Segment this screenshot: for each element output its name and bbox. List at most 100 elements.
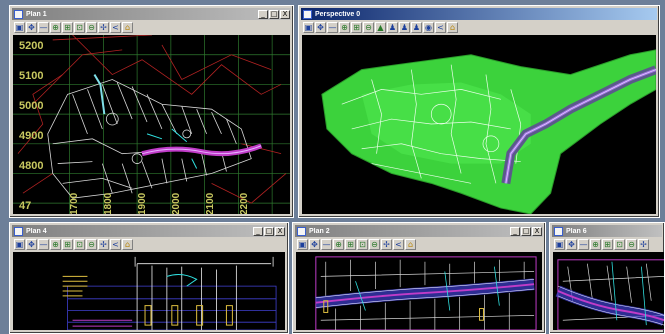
maximize-button[interactable]: □ — [521, 226, 531, 236]
plan4-drawing — [62, 256, 277, 330]
zoom-icon[interactable]: ⊕ — [590, 239, 601, 250]
x-axis-label: 1900 — [137, 192, 148, 214]
y-axis-label: 47 — [19, 200, 32, 212]
x-axis-label: 1700 — [69, 192, 80, 214]
plan2-window: Plan 2 _ □ X ▣ ✥ — ⊕ ⊞ ⊡ ⊖ ✢ < ⌂ — [292, 222, 546, 334]
zoom-window-icon[interactable]: ⊞ — [62, 239, 73, 250]
close-button[interactable]: X — [532, 226, 542, 236]
people-icon[interactable]: ♟ — [387, 22, 398, 33]
save-icon[interactable]: ▣ — [14, 239, 25, 250]
minimize-button[interactable]: _ — [510, 226, 520, 236]
perspective-title: Perspective 0 — [315, 10, 361, 18]
move-icon[interactable]: ✥ — [315, 22, 326, 33]
line-icon[interactable]: — — [327, 22, 338, 33]
zoom-icon[interactable]: ⊕ — [333, 239, 344, 250]
zoom-extent-icon[interactable]: ⊡ — [614, 239, 625, 250]
plan4-titlebar[interactable]: Plan 4 _ □ X — [12, 225, 286, 237]
perspective-titlebar[interactable]: Perspective 0 — [301, 8, 657, 20]
plan4-title: Plan 4 — [26, 227, 47, 235]
window-app-icon — [14, 226, 23, 236]
zoom-window-icon[interactable]: ⊞ — [62, 22, 73, 33]
save-icon[interactable]: ▣ — [303, 22, 314, 33]
plan6-viewport[interactable] — [553, 252, 664, 330]
pan-icon[interactable]: ✢ — [98, 239, 109, 250]
line-icon[interactable]: — — [38, 22, 49, 33]
line-icon[interactable]: — — [578, 239, 589, 250]
back-icon[interactable]: < — [435, 22, 446, 33]
zoom-out-icon[interactable]: ⊖ — [86, 239, 97, 250]
plan1-titlebar[interactable]: Plan 1 _ □ X — [12, 8, 291, 20]
zoom-out-icon[interactable]: ⊖ — [363, 22, 374, 33]
plan6-titlebar[interactable]: Plan 6 — [552, 225, 662, 237]
window-app-icon — [297, 226, 306, 236]
lock-icon[interactable]: ⌂ — [447, 22, 458, 33]
maximize-button[interactable]: □ — [269, 9, 279, 19]
x-axis-label: 2000 — [171, 192, 182, 214]
zoom-out-icon[interactable]: ⊖ — [369, 239, 380, 250]
move-icon[interactable]: ✥ — [566, 239, 577, 250]
eye-icon[interactable]: ◉ — [423, 22, 434, 33]
line-icon[interactable]: — — [38, 239, 49, 250]
close-button[interactable]: X — [280, 9, 290, 19]
pan-icon[interactable]: ✢ — [381, 239, 392, 250]
window-app-icon — [554, 226, 563, 236]
zoom-icon[interactable]: ⊕ — [50, 239, 61, 250]
minimize-button[interactable]: _ — [253, 226, 263, 236]
pan-icon[interactable]: ✢ — [98, 22, 109, 33]
plan1-viewport[interactable]: 5200 5100 5000 4900 4800 47 1700 1800 19… — [13, 35, 290, 214]
back-icon[interactable]: < — [110, 239, 121, 250]
y-axis-label: 5100 — [19, 70, 44, 82]
move-icon[interactable]: ✥ — [26, 239, 37, 250]
minimize-button[interactable]: _ — [258, 9, 268, 19]
back-icon[interactable]: < — [110, 22, 121, 33]
zoom-out-icon[interactable]: ⊖ — [626, 239, 637, 250]
move-icon[interactable]: ✥ — [309, 239, 320, 250]
save-icon[interactable]: ▣ — [554, 239, 565, 250]
zoom-window-icon[interactable]: ⊞ — [351, 22, 362, 33]
line-icon[interactable]: — — [321, 239, 332, 250]
window-app-icon — [14, 9, 23, 19]
plan4-viewport[interactable] — [13, 252, 285, 330]
zoom-out-icon[interactable]: ⊖ — [86, 22, 97, 33]
plan4-window: Plan 4 _ □ X ▣ ✥ — ⊕ ⊞ ⊡ ⊖ ✢ < ⌂ — [9, 222, 289, 334]
close-button[interactable]: X — [275, 226, 285, 236]
maximize-button[interactable]: □ — [264, 226, 274, 236]
perspective-viewport[interactable] — [302, 35, 656, 214]
zoom-window-icon[interactable]: ⊞ — [345, 239, 356, 250]
perspective-window: Perspective 0 ▣ ✥ — ⊕ ⊞ ⊖ ▲ ♟ ♟ ♟ ◉ < ⌂ — [298, 5, 660, 218]
plan1-window: Plan 1 _ □ X ▣ ✥ — ⊕ ⊞ ⊡ ⊖ ✢ < ⌂ — [9, 5, 294, 218]
lock-icon[interactable]: ⌂ — [122, 22, 133, 33]
perspective-toolbar: ▣ ✥ — ⊕ ⊞ ⊖ ▲ ♟ ♟ ♟ ◉ < ⌂ — [301, 21, 657, 34]
zoom-icon[interactable]: ⊕ — [339, 22, 350, 33]
y-axis-label: 4900 — [19, 130, 44, 142]
pan-icon[interactable]: ✢ — [638, 239, 649, 250]
plan6-drawing — [555, 259, 664, 330]
zoom-icon[interactable]: ⊕ — [50, 22, 61, 33]
people-icon[interactable]: ♟ — [411, 22, 422, 33]
lock-icon[interactable]: ⌂ — [122, 239, 133, 250]
zoom-window-icon[interactable]: ⊞ — [602, 239, 613, 250]
plan1-toolbar: ▣ ✥ — ⊕ ⊞ ⊡ ⊖ ✢ < ⌂ — [12, 21, 291, 34]
zoom-extent-icon[interactable]: ⊡ — [357, 239, 368, 250]
plan2-titlebar[interactable]: Plan 2 _ □ X — [295, 225, 543, 237]
y-axis-label: 5000 — [19, 100, 44, 112]
zoom-extent-icon[interactable]: ⊡ — [74, 22, 85, 33]
save-icon[interactable]: ▣ — [14, 22, 25, 33]
x-axis-label: 1800 — [103, 192, 114, 214]
save-icon[interactable]: ▣ — [297, 239, 308, 250]
car-icon[interactable]: ▲ — [375, 22, 386, 33]
plan2-toolbar: ▣ ✥ — ⊕ ⊞ ⊡ ⊖ ✢ < ⌂ — [295, 238, 543, 251]
terrain-surface — [321, 49, 656, 214]
plan6-title: Plan 6 — [566, 227, 587, 235]
people-icon[interactable]: ♟ — [399, 22, 410, 33]
plan6-window: Plan 6 ▣ ✥ — ⊕ ⊞ ⊡ ⊖ ✢ — [549, 222, 665, 334]
x-axis-label: 2100 — [205, 192, 216, 214]
y-axis-label: 4800 — [19, 160, 44, 172]
zoom-extent-icon[interactable]: ⊡ — [74, 239, 85, 250]
plan2-viewport[interactable] — [296, 252, 542, 330]
back-icon[interactable]: < — [393, 239, 404, 250]
move-icon[interactable]: ✥ — [26, 22, 37, 33]
plan1-title: Plan 1 — [26, 10, 47, 18]
lock-icon[interactable]: ⌂ — [405, 239, 416, 250]
x-axis-label: 2200 — [239, 192, 250, 214]
